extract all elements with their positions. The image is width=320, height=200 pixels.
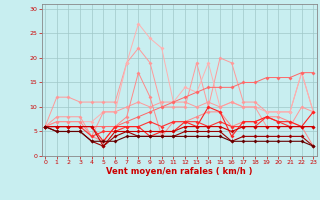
X-axis label: Vent moyen/en rafales ( km/h ): Vent moyen/en rafales ( km/h ) bbox=[106, 167, 252, 176]
